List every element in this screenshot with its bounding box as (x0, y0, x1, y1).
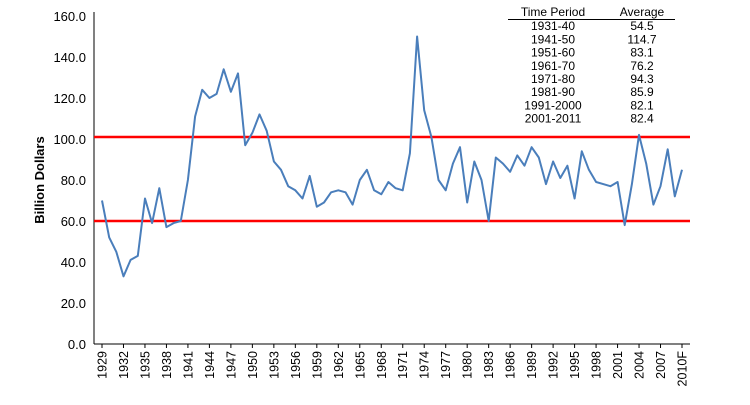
table-cell-average: 83.1 (630, 46, 654, 60)
x-tick-label: 1998 (590, 351, 604, 379)
averages-table: Time Period Average 1931-40 54.5 1941-50 114.… (503, 3, 678, 128)
x-tick-label: 1944 (203, 351, 217, 379)
x-tick-labels: 1929 1932 1935 1938 1941 1944 1947 1950 1953 1956… (96, 344, 690, 386)
table-cell-period: 2001-2011 (525, 112, 582, 126)
table-cell-average: 76.2 (630, 59, 654, 73)
x-tick-label: 2001 (611, 351, 625, 379)
table-cell-period: 1991-2000 (524, 98, 582, 112)
y-tick-label: 40.0 (61, 255, 86, 270)
series-group (0, 35, 683, 278)
y-tick-labels: 0.0 20.0 40.0 60.0 80.0 100.0 120.0 140.0 160.0 (53, 9, 86, 352)
axes (93, 12, 690, 345)
table-cell-period: 1941-50 (531, 32, 575, 46)
x-tick-label: 1989 (525, 351, 539, 379)
x-tick-label: 1962 (332, 351, 346, 379)
x-tick-label: 1971 (396, 351, 410, 379)
table-cell-period: 1981-90 (531, 85, 575, 99)
x-tick-label: 1956 (289, 351, 303, 379)
table-cell-average: 85.9 (630, 85, 654, 99)
x-tick-label: 1968 (375, 351, 389, 379)
y-tick-label: 80.0 (61, 173, 86, 188)
table-cell-average: 82.4 (630, 112, 654, 126)
x-tick-label: 1935 (138, 351, 152, 379)
table-cell-period: 1961-70 (531, 59, 575, 73)
x-tick-label: 1977 (439, 351, 453, 379)
y-axis-label: Billion Dollars (32, 136, 47, 223)
x-tick-label: 1965 (353, 351, 367, 379)
y-tick-label: 0.0 (68, 337, 86, 352)
table-cell-period: 1931-40 (531, 19, 575, 33)
x-tick-label: 1980 (461, 351, 475, 379)
table-header-average: Average (620, 5, 665, 19)
table-cell-average: 82.1 (630, 98, 654, 112)
x-tick-label: 1938 (160, 351, 174, 379)
x-tick-label: 1995 (568, 351, 582, 379)
x-tick-label: 1974 (418, 351, 432, 379)
y-tick-label: 100.0 (53, 132, 86, 147)
series-line (101, 35, 683, 278)
x-tick-label: 1932 (117, 351, 131, 379)
table-cell-average: 114.7 (627, 32, 656, 46)
y-tick-label: 160.0 (53, 9, 86, 24)
table-header-period: Time Period (521, 5, 585, 19)
x-tick-label: 2007 (654, 351, 668, 379)
table-background (503, 3, 678, 128)
y-tick-label: 120.0 (53, 91, 86, 106)
x-tick-label: 2010F (676, 351, 690, 387)
x-tick-label: 1947 (224, 351, 238, 379)
x-tick-label: 1959 (310, 351, 324, 379)
x-tick-label: 1953 (267, 351, 281, 379)
x-tick-label: 1983 (482, 351, 496, 379)
x-tick-label: 1950 (246, 351, 260, 379)
x-tick-label: 1992 (547, 351, 561, 379)
y-tick-label: 20.0 (61, 296, 86, 311)
table-cell-average: 54.5 (630, 19, 654, 33)
x-tick-label: 1941 (181, 351, 195, 379)
x-tick-label: 1986 (504, 351, 518, 379)
table-cell-period: 1951-60 (531, 46, 575, 60)
y-tick-label: 140.0 (53, 50, 86, 65)
y-tick-label: 60.0 (61, 214, 86, 229)
x-tick-label: 2004 (633, 351, 647, 379)
table-cell-average: 94.3 (630, 72, 654, 86)
x-tick-label: 1929 (96, 351, 110, 379)
table-cell-period: 1971-80 (531, 72, 575, 86)
